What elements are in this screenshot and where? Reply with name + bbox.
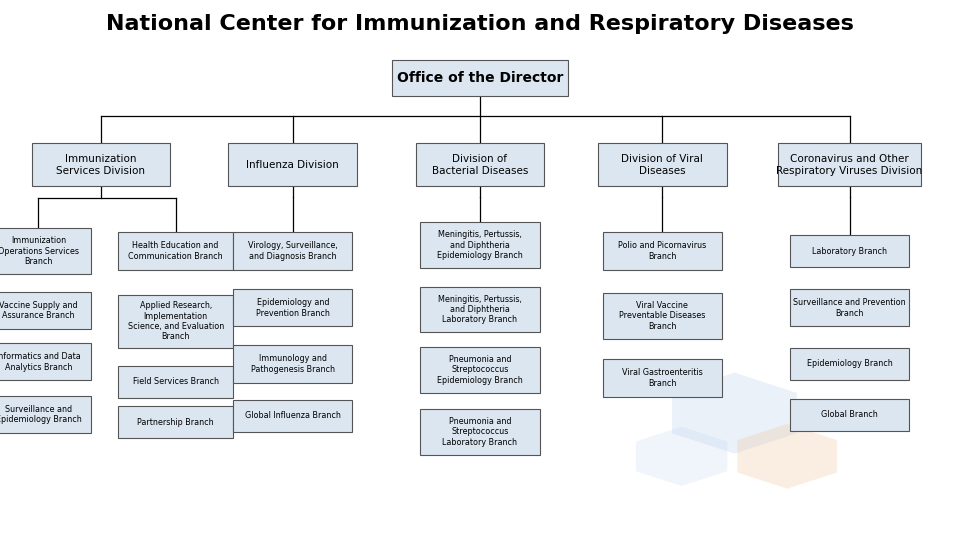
- FancyBboxPatch shape: [233, 289, 352, 326]
- FancyBboxPatch shape: [416, 144, 544, 186]
- Text: Surveillance and Prevention
Branch: Surveillance and Prevention Branch: [793, 298, 906, 318]
- FancyBboxPatch shape: [603, 293, 722, 339]
- Text: Laboratory Branch: Laboratory Branch: [812, 247, 887, 255]
- FancyBboxPatch shape: [118, 366, 233, 397]
- Text: Office of the Director: Office of the Director: [396, 71, 564, 85]
- FancyBboxPatch shape: [118, 232, 233, 269]
- FancyBboxPatch shape: [228, 144, 357, 186]
- FancyBboxPatch shape: [233, 232, 352, 269]
- Text: Epidemiology Branch: Epidemiology Branch: [806, 360, 893, 368]
- Polygon shape: [737, 424, 837, 489]
- Text: Meningitis, Pertussis,
and Diphtheria
Epidemiology Branch: Meningitis, Pertussis, and Diphtheria Ep…: [437, 230, 523, 260]
- Text: Applied Research,
Implementation
Science, and Evaluation
Branch: Applied Research, Implementation Science…: [128, 301, 224, 341]
- Text: Coronavirus and Other
Respiratory Viruses Division: Coronavirus and Other Respiratory Viruse…: [777, 154, 923, 176]
- Text: Global Influenza Branch: Global Influenza Branch: [245, 411, 341, 420]
- Text: National Center for Immunization and Respiratory Diseases: National Center for Immunization and Res…: [106, 14, 854, 35]
- Text: Global Branch: Global Branch: [821, 410, 878, 419]
- Text: Viral Vaccine
Preventable Diseases
Branch: Viral Vaccine Preventable Diseases Branc…: [619, 301, 706, 331]
- Text: Immunization
Operations Services
Branch: Immunization Operations Services Branch: [0, 236, 79, 266]
- FancyBboxPatch shape: [790, 348, 909, 380]
- Text: Division of Viral
Diseases: Division of Viral Diseases: [621, 154, 704, 176]
- FancyBboxPatch shape: [420, 409, 540, 455]
- Text: Influenza Division: Influenza Division: [247, 160, 339, 170]
- FancyBboxPatch shape: [790, 399, 909, 431]
- FancyBboxPatch shape: [598, 144, 727, 186]
- Text: Viral Gastroenteritis
Branch: Viral Gastroenteritis Branch: [622, 368, 703, 388]
- FancyBboxPatch shape: [790, 235, 909, 267]
- Text: Health Education and
Communication Branch: Health Education and Communication Branc…: [129, 241, 223, 261]
- Text: Meningitis, Pertussis,
and Diphtheria
Laboratory Branch: Meningitis, Pertussis, and Diphtheria La…: [438, 294, 522, 325]
- FancyBboxPatch shape: [32, 144, 170, 186]
- Text: Immunology and
Pathogenesis Branch: Immunology and Pathogenesis Branch: [251, 354, 335, 374]
- Text: Vaccine Supply and
Assurance Branch: Vaccine Supply and Assurance Branch: [0, 301, 78, 320]
- Text: Partnership Branch: Partnership Branch: [137, 418, 214, 427]
- Text: Pneumonia and
Streptococcus
Epidemiology Branch: Pneumonia and Streptococcus Epidemiology…: [437, 355, 523, 385]
- Text: Division of
Bacterial Diseases: Division of Bacterial Diseases: [432, 154, 528, 176]
- FancyBboxPatch shape: [0, 228, 90, 274]
- FancyBboxPatch shape: [0, 343, 90, 380]
- Text: Immunization
Services Division: Immunization Services Division: [57, 154, 145, 176]
- FancyBboxPatch shape: [0, 396, 90, 433]
- Text: Informatics and Data
Analytics Branch: Informatics and Data Analytics Branch: [0, 352, 81, 372]
- Text: Surveillance and
Epidemiology Branch: Surveillance and Epidemiology Branch: [0, 405, 82, 424]
- FancyBboxPatch shape: [420, 222, 540, 268]
- FancyBboxPatch shape: [233, 400, 352, 432]
- FancyBboxPatch shape: [233, 346, 352, 382]
- FancyBboxPatch shape: [603, 360, 722, 396]
- Text: Field Services Branch: Field Services Branch: [132, 377, 219, 386]
- Text: Virology, Surveillance,
and Diagnosis Branch: Virology, Surveillance, and Diagnosis Br…: [248, 241, 338, 261]
- FancyBboxPatch shape: [392, 60, 568, 96]
- FancyBboxPatch shape: [118, 406, 233, 438]
- FancyBboxPatch shape: [118, 295, 233, 348]
- Polygon shape: [672, 373, 797, 454]
- Text: Polio and Picornavirus
Branch: Polio and Picornavirus Branch: [618, 241, 707, 261]
- FancyBboxPatch shape: [790, 289, 909, 326]
- FancyBboxPatch shape: [0, 292, 90, 329]
- Text: Epidemiology and
Prevention Branch: Epidemiology and Prevention Branch: [256, 298, 329, 318]
- FancyBboxPatch shape: [603, 232, 722, 269]
- FancyBboxPatch shape: [778, 144, 922, 186]
- FancyBboxPatch shape: [420, 287, 540, 332]
- FancyBboxPatch shape: [420, 347, 540, 393]
- Polygon shape: [636, 427, 728, 486]
- Text: Pneumonia and
Streptococcus
Laboratory Branch: Pneumonia and Streptococcus Laboratory B…: [443, 417, 517, 447]
